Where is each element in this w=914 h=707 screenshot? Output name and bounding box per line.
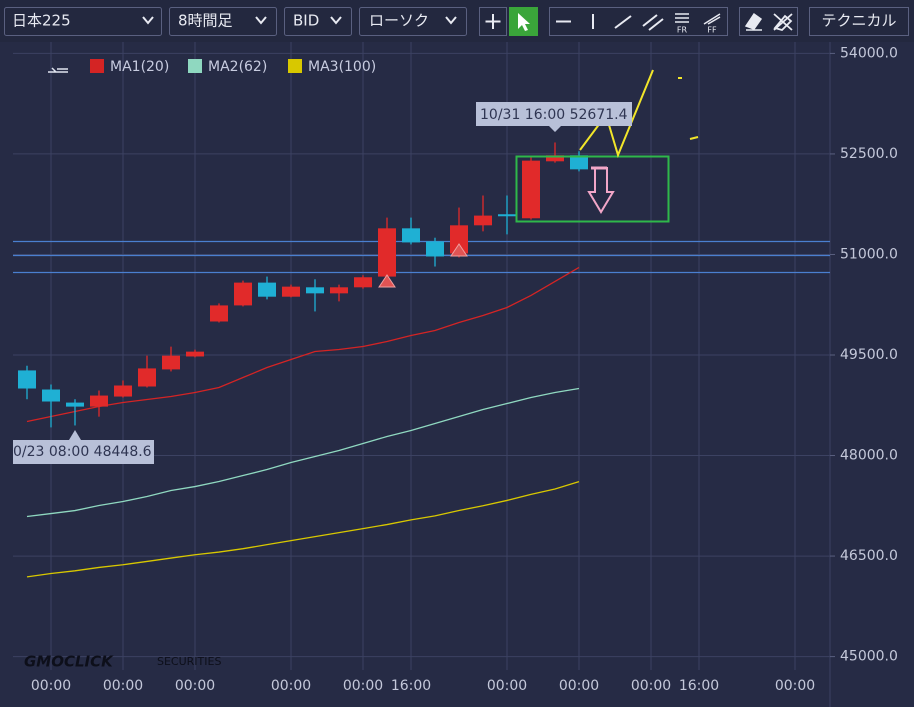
fr-tool[interactable]	[675, 13, 689, 23]
candle-body	[210, 305, 228, 322]
legend-label: MA3(100)	[308, 59, 376, 75]
candle-body	[522, 160, 540, 219]
technical-button[interactable]	[809, 7, 909, 36]
price-type-label: BID	[293, 12, 319, 30]
channel-tool[interactable]	[642, 14, 664, 31]
candle-body	[330, 287, 348, 294]
chevron	[445, 16, 457, 25]
toolbar: 日本225 8時間足 BID ローソク FR FF テクニカル	[0, 0, 914, 42]
ma-line	[26, 387, 580, 518]
candle-body	[66, 402, 84, 407]
legend-swatch	[90, 59, 104, 73]
x-tick-label: 16:00	[391, 678, 431, 694]
timeframe-dropdown[interactable]	[169, 7, 277, 36]
candle-body	[546, 155, 564, 162]
candle-body	[18, 370, 36, 389]
legend-swatch	[188, 59, 202, 73]
watermark-sub: SECURITIES	[157, 655, 221, 668]
candle-body	[138, 368, 156, 387]
candle-body	[306, 287, 324, 294]
legend-swatch	[288, 59, 302, 73]
fr-icon-text: FR	[677, 26, 688, 35]
candle-body	[426, 241, 444, 257]
x-tick-label: 00:00	[559, 678, 599, 694]
candle-body	[498, 214, 516, 217]
watermark-brand: GMOCLICK	[24, 653, 114, 671]
y-tick-label: 48000.0	[840, 448, 898, 464]
x-tick-label: 16:00	[679, 678, 719, 694]
candle-body	[114, 385, 132, 397]
x-tick-label: 00:00	[175, 678, 215, 694]
plot	[13, 42, 835, 670]
drawing-tools	[549, 7, 728, 36]
y-tick-label: 52500.0	[840, 146, 898, 162]
x-tick-label: 00:00	[103, 678, 143, 694]
legend-toggle[interactable]	[48, 67, 68, 73]
ma-line	[26, 481, 580, 578]
candle-body	[282, 286, 300, 297]
candle-body	[570, 155, 588, 170]
legend-label: MA1(20)	[110, 59, 169, 75]
high-callout	[476, 102, 632, 132]
crosshair-button[interactable]	[479, 7, 507, 36]
legend-label: MA2(62)	[208, 59, 267, 75]
candle-body	[354, 277, 372, 288]
x-tick-label: 00:00	[343, 678, 383, 694]
x-tick-label: 00:00	[775, 678, 815, 694]
candle-body	[378, 228, 396, 277]
ff-tool[interactable]	[703, 13, 721, 25]
high-callout-text: 10/31 16:00 52671.4	[480, 107, 628, 123]
chevron	[330, 16, 342, 25]
y-tick-label: 51000.0	[840, 246, 898, 262]
signal-marker	[450, 243, 468, 257]
candle-body	[474, 215, 492, 226]
candle-body	[42, 389, 60, 402]
x-tick-label: 00:00	[631, 678, 671, 694]
technical-label: テクニカル	[821, 12, 896, 30]
drawn-rectangle	[515, 155, 670, 223]
symbol-dropdown[interactable]	[4, 7, 162, 36]
candle-body	[234, 282, 252, 306]
y-tick-label: 49500.0	[840, 347, 898, 363]
y-tick-label: 54000.0	[840, 45, 898, 61]
ma-line	[26, 266, 580, 423]
candle-body	[186, 351, 204, 357]
pointer-icon	[518, 13, 530, 31]
ff-icon-text: FF	[707, 26, 717, 35]
signal-marker	[378, 274, 396, 288]
candle-body	[162, 355, 180, 370]
candle-body	[90, 395, 108, 407]
candle-body	[258, 282, 276, 297]
timeframe-label: 8時間足	[178, 12, 233, 30]
drawn-marks	[678, 77, 699, 140]
candle-body	[450, 225, 468, 254]
trendline-tool[interactable]	[614, 15, 632, 29]
drawn-zigzag	[579, 69, 654, 158]
erase-tools	[739, 7, 798, 36]
candle-body	[402, 228, 420, 243]
chart-style-label: ローソク	[369, 12, 429, 30]
legend: MA1(20) MA2(62) MA3(100)	[90, 59, 376, 75]
y-tick-label: 46500.0	[840, 548, 898, 564]
x-tick-label: 00:00	[271, 678, 311, 694]
symbol-label: 日本225	[12, 12, 71, 30]
chevron	[255, 16, 267, 25]
erase-all-icon[interactable]	[773, 13, 793, 32]
chevron	[142, 16, 154, 25]
drawn-down-arrow	[587, 167, 615, 214]
x-tick-label: 00:00	[31, 678, 71, 694]
low-callout	[13, 430, 154, 464]
eraser-icon[interactable]	[744, 12, 763, 31]
price-type-dropdown[interactable]	[284, 7, 352, 36]
chart-style-dropdown[interactable]	[359, 7, 467, 36]
crosshair-icon	[485, 14, 501, 29]
y-tick-label: 45000.0	[840, 649, 898, 665]
low-callout-text: 0/23 08:00 48448.6	[13, 444, 152, 460]
x-tick-label: 00:00	[487, 678, 527, 694]
